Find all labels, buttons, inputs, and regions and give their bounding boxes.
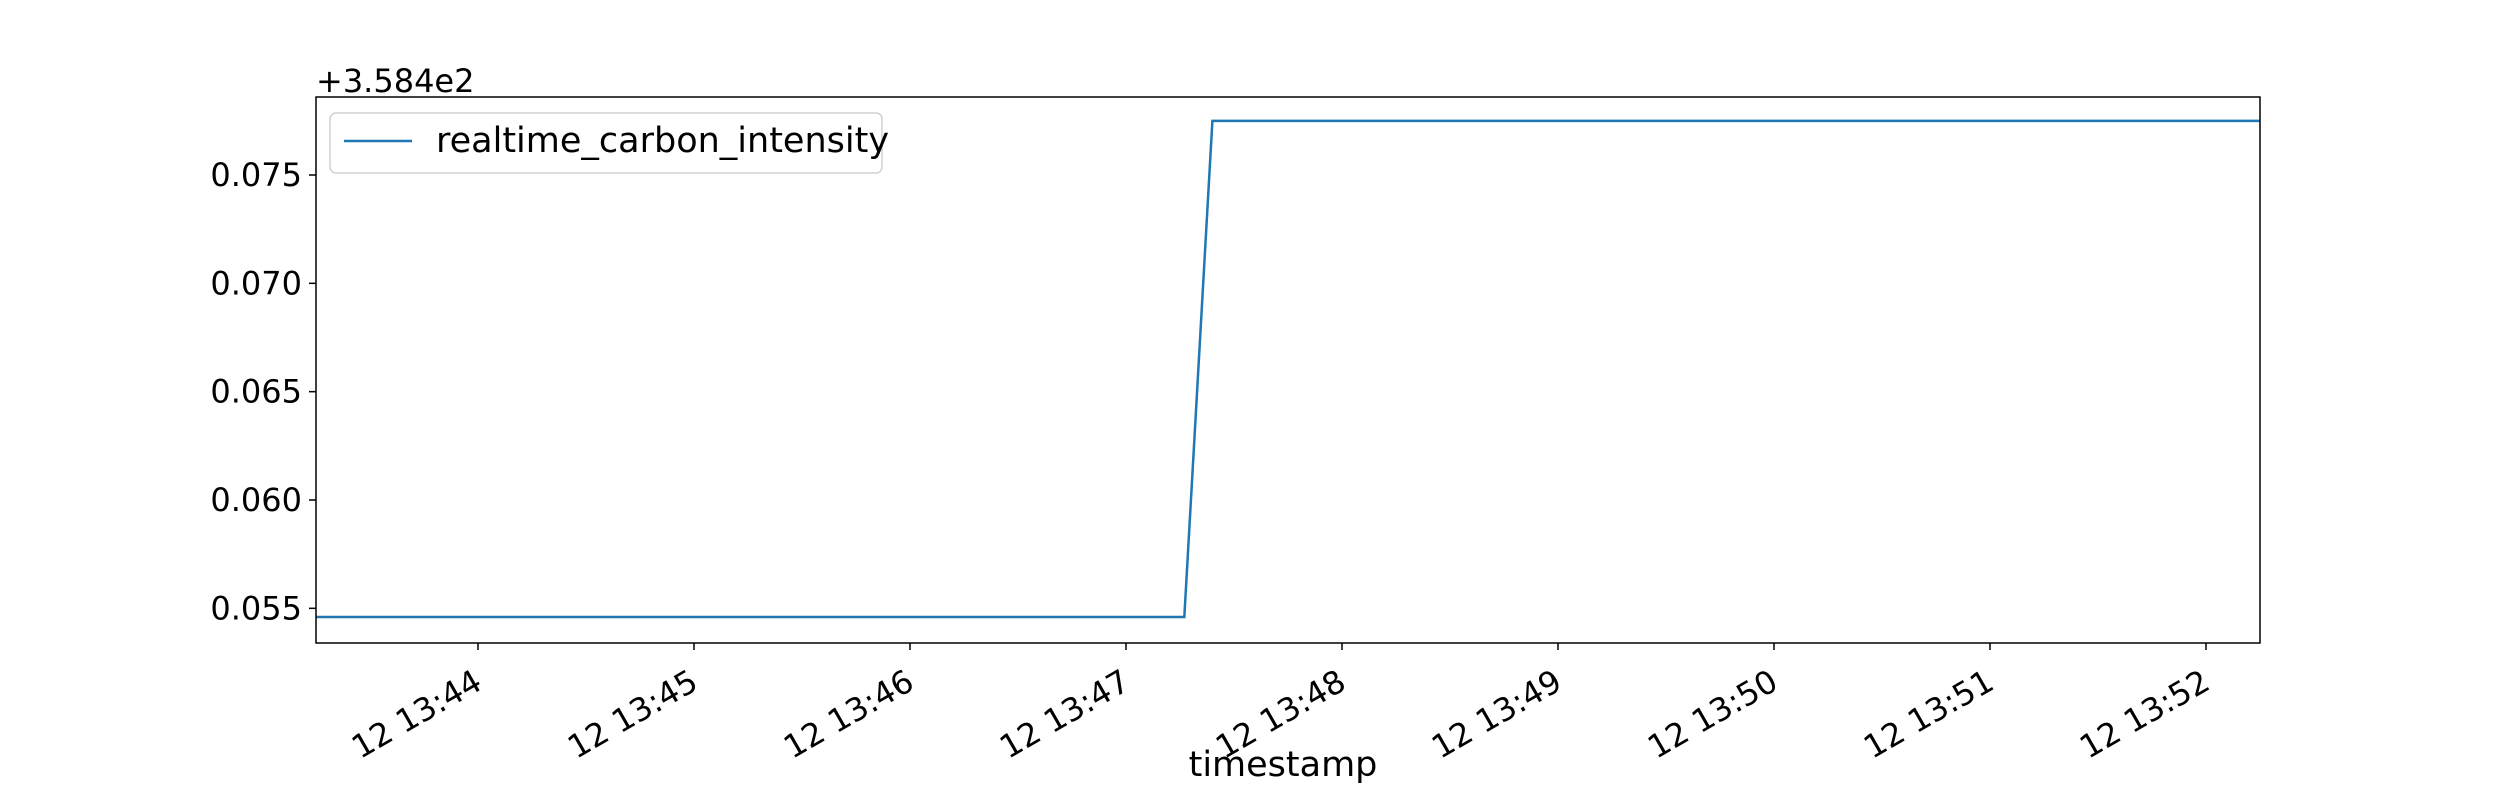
y-tick-label-3: 0.070 [210, 264, 302, 302]
plot-area [315, 96, 2261, 644]
legend: realtime_carbon_intensity [329, 112, 889, 174]
legend-entry-label: realtime_carbon_intensity [436, 121, 889, 161]
series-line-0 [316, 119, 2260, 619]
y-tick-label-2: 0.065 [210, 373, 302, 411]
legend-box [329, 112, 883, 174]
y-axis: 0.055 0.060 0.065 0.070 0.075 [210, 156, 316, 627]
y-tick-label-1: 0.060 [210, 481, 302, 519]
y-tick-label-4: 0.075 [210, 156, 302, 194]
y-tick-label-0: 0.055 [210, 589, 302, 627]
y-offset-label: +3.584e2 [316, 62, 474, 100]
plot-frame [315, 96, 2261, 644]
x-axis-label: timestamp [1189, 745, 1378, 785]
